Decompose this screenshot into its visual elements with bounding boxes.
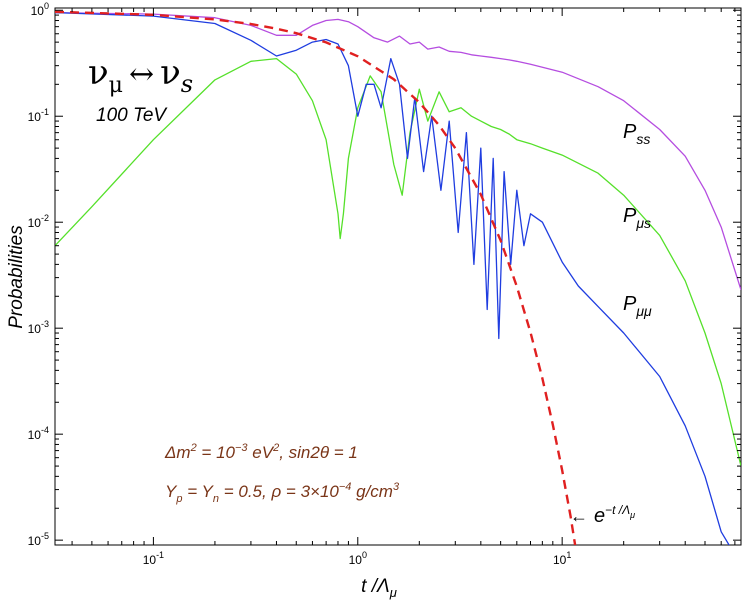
- y-tick-label: 10-1: [28, 107, 49, 124]
- series-line-p-ss: [55, 11, 741, 291]
- series-line-p-mu-mu: [55, 11, 730, 545]
- series-line-exp-t-lambda-mu-: [55, 10, 577, 545]
- series-group: [55, 10, 741, 545]
- x-axis-label: t /Λμ: [361, 576, 397, 600]
- y-tick-label: 10-3: [28, 319, 49, 336]
- label-p-ss: Pss: [623, 121, 650, 147]
- y-axis-label: Probabilities: [6, 225, 27, 329]
- y-tick-label: 10-2: [28, 213, 49, 230]
- label-p-mu-mu: Pμμ: [623, 293, 652, 319]
- energy-label: 100 TeV: [96, 105, 168, 126]
- y-tick-label: 10-5: [28, 531, 49, 548]
- x-tick-label: 101: [553, 550, 571, 567]
- params-line-2: Yp = Yn = 0.5, ρ = 3×10−4 g/cm3: [165, 481, 400, 505]
- label-p-mu-s: Pμs: [623, 205, 651, 231]
- axis-ticks: 10-1 100 101 100 10-1 10-2 10-3 10-4 10-5: [28, 1, 741, 567]
- x-tick-label: 100: [349, 550, 367, 567]
- plot-frame: [54, 7, 742, 546]
- series-line-p-mu-s: [55, 57, 741, 467]
- x-tick-label: 10-1: [143, 550, 164, 567]
- y-tick-label: 100: [31, 1, 49, 18]
- process-label: νμ ↔ νs: [88, 53, 193, 98]
- y-tick-label: 10-4: [28, 425, 49, 442]
- params-line-1: Δm2 = 10−3 eV2, sin2θ = 1: [164, 442, 358, 462]
- label-exp-decay: ← e−t /Λμ: [570, 503, 635, 527]
